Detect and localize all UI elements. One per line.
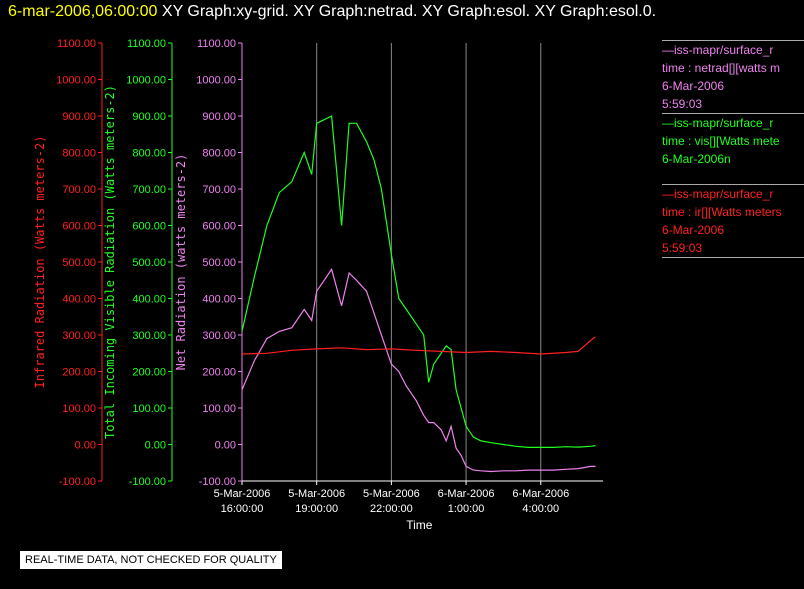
legend-vis-line3: 6-Mar-2006n	[662, 152, 731, 166]
x-tick-label-time: 1:00:00	[448, 503, 485, 515]
y-tick-label-net: 500.00	[202, 257, 236, 269]
legend-net-line3: 6-Mar-2006	[662, 79, 725, 93]
legend-ir-line2: time : ir[][Watts meters	[662, 205, 782, 219]
y-tick-label-net: 0.00	[215, 440, 236, 452]
y-tick-label-ir: 0.00	[75, 440, 96, 452]
y-tick-label-ir: 500.00	[62, 257, 96, 269]
x-tick-label-date: 6-Mar-2006	[512, 488, 569, 500]
legend-vis-line1: —iss-mapr/surface_r	[662, 116, 774, 130]
y-axis-title-net: Net Radiation (watts meters-2)	[174, 154, 188, 371]
y-tick-label-vis: 1100.00	[127, 38, 166, 50]
legend-net-radiation: —iss-mapr/surface_r time : netrad[][watt…	[662, 40, 804, 113]
y-tick-label-vis: 400.00	[132, 294, 166, 306]
y-tick-label-ir: 600.00	[62, 221, 96, 233]
y-tick-label-ir: 200.00	[62, 367, 96, 379]
legend-net-line4: 5:59:03	[662, 97, 703, 111]
legend-net-line1: —iss-mapr/surface_r	[662, 43, 774, 57]
series-line-net	[241, 267, 596, 473]
y-tick-label-net: 200.00	[202, 367, 236, 379]
y-tick-label-ir: 700.00	[62, 184, 96, 196]
y-tick-label-vis: 200.00	[132, 367, 166, 379]
y-tick-label-net: 600.00	[202, 221, 236, 233]
y-axis-title-ir: Infrared Radiation (Watts meters-2)	[33, 136, 47, 389]
legend-separator	[662, 113, 804, 114]
legend-visible-radiation: —iss-mapr/surface_r time : vis[][Watts m…	[662, 113, 804, 168]
y-tick-label-vis: 500.00	[132, 257, 166, 269]
y-tick-label-ir: 900.00	[62, 111, 96, 123]
x-tick-label-date: 5-Mar-2006	[288, 488, 345, 500]
y-tick-label-net: 400.00	[202, 294, 236, 306]
legend-vis-line2: time : vis[][Watts mete	[662, 134, 780, 148]
y-tick-label-net: 1000.00	[196, 75, 236, 87]
x-tick-label-time: 22:00:00	[370, 503, 413, 515]
y-tick-label-net: 800.00	[202, 148, 236, 160]
x-tick-label-date: 5-Mar-2006	[214, 488, 271, 500]
y-tick-label-vis: 800.00	[132, 148, 166, 160]
y-tick-label-ir: 800.00	[62, 148, 96, 160]
title-graph-list: XY Graph:xy-grid. XY Graph:netrad. XY Gr…	[161, 3, 657, 20]
y-tick-label-ir: 300.00	[62, 330, 96, 342]
y-tick-label-vis: 0.00	[145, 440, 166, 452]
y-tick-label-vis: 600.00	[132, 221, 166, 233]
quality-notice: REAL-TIME DATA, NOT CHECKED FOR QUALITY	[20, 551, 282, 569]
y-tick-label-net: 100.00	[202, 403, 236, 415]
legend-ir-line4: 5:59:03	[662, 241, 703, 255]
y-tick-label-vis: -100.00	[129, 476, 166, 488]
x-axis-title: Time	[406, 518, 433, 532]
y-tick-label-vis: 300.00	[132, 330, 166, 342]
x-tick-label-date: 5-Mar-2006	[363, 488, 420, 500]
y-tick-label-ir: 100.00	[62, 403, 96, 415]
y-tick-label-net: -100.00	[199, 476, 236, 488]
y-tick-label-net: 1100.00	[197, 38, 236, 50]
y-tick-label-ir: 400.00	[62, 294, 96, 306]
legend-net-line2: time : netrad[][watts m	[662, 61, 781, 75]
legend-separator	[662, 40, 804, 41]
x-tick-label-time: 16:00:00	[221, 503, 264, 515]
y-tick-label-net: 700.00	[202, 184, 236, 196]
y-tick-label-vis: 100.00	[132, 403, 166, 415]
legend-ir-line1: —iss-mapr/surface_r	[662, 187, 774, 201]
y-axis-title-vis: Total Incoming Visible Radiation (Watts …	[103, 85, 117, 439]
series-line-vis	[241, 115, 596, 448]
legend-ir-line3: 6-Mar-2006	[662, 223, 725, 237]
legend-separator	[662, 257, 804, 258]
y-tick-label-vis: 900.00	[132, 111, 166, 123]
x-tick-label-date: 6-Mar-2006	[438, 488, 495, 500]
y-tick-label-ir: 1000.00	[56, 75, 96, 87]
y-tick-label-net: 300.00	[202, 330, 236, 342]
legend-infrared-radiation: —iss-mapr/surface_r time : ir[][Watts me…	[662, 184, 804, 258]
x-tick-label-time: 19:00:00	[295, 503, 338, 515]
y-tick-label-ir: 1100.00	[57, 38, 96, 50]
series-line-ir	[241, 336, 596, 355]
y-tick-label-net: 900.00	[202, 111, 236, 123]
x-tick-label-time: 4:00:00	[522, 503, 559, 515]
y-tick-label-vis: 700.00	[132, 184, 166, 196]
y-tick-label-ir: -100.00	[59, 476, 96, 488]
y-tick-label-vis: 1000.00	[126, 75, 166, 87]
title-datetime: 6-mar-2006,06:00:00	[8, 3, 158, 20]
legend-separator	[662, 184, 804, 185]
graph-title: 6-mar-2006,06:00:00 XY Graph:xy-grid. XY…	[8, 3, 656, 21]
